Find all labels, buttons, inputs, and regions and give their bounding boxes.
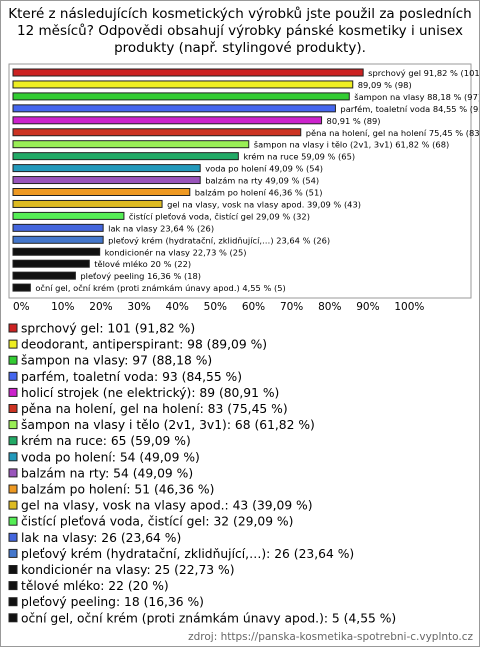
bar xyxy=(12,235,104,244)
x-tick-label: 20% xyxy=(89,301,112,313)
legend-swatch xyxy=(8,452,18,462)
bar xyxy=(12,199,163,208)
bar xyxy=(12,164,201,173)
x-tick-label: 30% xyxy=(127,301,150,313)
legend-swatch xyxy=(8,484,18,494)
bar xyxy=(12,176,201,185)
x-tick-label: 90% xyxy=(356,301,379,313)
legend-swatch xyxy=(8,339,18,349)
bar xyxy=(12,223,104,232)
legend-swatch xyxy=(8,436,18,446)
bar-label: tělové mléko 20 % (22) xyxy=(94,259,191,269)
legend-label: deodorant, antiperspirant: 98 (89,09 %) xyxy=(21,338,267,352)
bar-label: parfém, toaletní voda 84,55 % (93) xyxy=(340,104,479,114)
bar xyxy=(12,152,239,161)
bar-label: sprchový gel 91,82 % (101) xyxy=(368,68,479,78)
legend-swatch xyxy=(8,404,18,413)
x-tick-label: 0% xyxy=(13,301,30,313)
bar xyxy=(12,188,191,196)
bar xyxy=(12,68,364,77)
bar-label: čistící pleťová voda, čistící gel 29,09 … xyxy=(129,211,310,221)
bar-label: pěna na holení, gel na holení 75,45 % (8… xyxy=(306,128,479,138)
bar-label: gel na vlasy, vosk na vlasy apod. 39,09 … xyxy=(167,199,361,209)
legend-swatch xyxy=(8,387,18,397)
bar xyxy=(12,80,354,89)
bar-label: voda po holení 49,09 % (54) xyxy=(205,164,323,174)
legend-swatch xyxy=(8,371,18,381)
legend-label: sprchový gel: 101 (91,82 %) xyxy=(21,322,195,336)
x-tick-label: 10% xyxy=(51,301,74,313)
bar-label: balzám na rty 49,09 % (54) xyxy=(205,176,319,186)
legend-label: voda po holení: 54 (49,09 %) xyxy=(21,450,200,464)
bar xyxy=(12,283,31,292)
legend-swatch xyxy=(8,613,18,623)
bar xyxy=(12,116,323,125)
legend-swatch xyxy=(8,500,18,510)
bar-label: lak na vlasy 23,64 % (26) xyxy=(108,223,214,233)
bar xyxy=(12,259,90,268)
x-tick-label: 70% xyxy=(280,301,303,313)
legend-label: šampon na vlasy i tělo (2v1, 3v1): 68 (6… xyxy=(21,418,315,432)
bar xyxy=(12,211,125,220)
legend-label: gel na vlasy, vosk na vlasy apod.: 43 (3… xyxy=(21,499,313,513)
legend-label: holicí strojek (ne elektrický): 89 (80,9… xyxy=(21,386,279,400)
bar-label: pleťový krém (hydratační, zklidňující,…)… xyxy=(108,235,330,245)
legend-swatch xyxy=(8,532,18,542)
legend-label: oční gel, oční krém (proti známkám únavy… xyxy=(21,611,396,625)
legend-label: čistící pleťová voda, čistící gel: 32 (2… xyxy=(21,515,293,529)
legend-label: tělové mléko: 22 (20 %) xyxy=(21,579,169,593)
legend-label: pěna na holení, gel na holení: 83 (75,45… xyxy=(21,402,288,416)
legend-label: balzám na rty: 54 (49,09 %) xyxy=(21,466,193,480)
bar xyxy=(12,271,76,280)
legend-swatch xyxy=(8,468,18,478)
x-tick-label: 100% xyxy=(394,301,424,313)
bar xyxy=(12,247,101,256)
legend-label: pleťový peeling: 18 (16,36 %) xyxy=(21,595,204,609)
bar xyxy=(12,140,250,149)
legend-swatch xyxy=(8,420,18,430)
legend-label: pleťový krém (hydratační, zklidňující,…)… xyxy=(21,547,354,561)
bar-label: šampon na vlasy 88,18 % (97) xyxy=(354,92,479,102)
x-tick-label: 50% xyxy=(204,301,227,313)
legend-label: balzám po holení: 51 (46,36 %) xyxy=(21,483,214,497)
legend-label: parfém, toaletní voda: 93 (84,55 %) xyxy=(21,370,242,384)
legend-swatch xyxy=(8,548,18,558)
bar xyxy=(12,92,350,101)
bar-label: 80,91 % (89) xyxy=(327,116,381,126)
legend-swatch xyxy=(8,565,18,574)
legend-label: šampon na vlasy: 97 (88,18 %) xyxy=(21,354,212,368)
bar xyxy=(12,128,302,137)
x-tick-label: 40% xyxy=(166,301,189,313)
legend-swatch xyxy=(8,323,18,333)
legend-swatch xyxy=(8,581,18,591)
legend-swatch xyxy=(8,597,18,607)
source: zdroj: https://panska-kosmetika-spotrebn… xyxy=(188,631,473,643)
bar-label: balzám po holení 46,36 % (51) xyxy=(195,188,323,198)
bar-label: oční gel, oční krém (proti známkám únavy… xyxy=(35,283,285,293)
legend-label: lak na vlasy: 26 (23,64 %) xyxy=(21,531,181,545)
legend-swatch xyxy=(8,516,18,526)
bar-label: kondicionér na vlasy 22,73 % (25) xyxy=(105,247,247,257)
legend-label: krém na ruce: 65 (59,09 %) xyxy=(21,434,191,448)
x-tick-label: 80% xyxy=(318,301,341,313)
bar-label: krém na ruce 59,09 % (65) xyxy=(243,152,355,162)
bar xyxy=(12,104,336,113)
bar-label: šampon na vlasy i tělo (2v1, 3v1) 61,82 … xyxy=(254,140,449,150)
legend-label: kondicionér na vlasy: 25 (22,73 %) xyxy=(21,563,235,577)
bar-label: 89,09 % (98) xyxy=(358,80,412,90)
chart-title: Které z následujících kosmetických výrob… xyxy=(8,6,472,56)
bar-label: pleťový peeling 16,36 % (18) xyxy=(80,271,201,281)
x-tick-label: 60% xyxy=(242,301,265,313)
legend-swatch xyxy=(8,355,18,365)
